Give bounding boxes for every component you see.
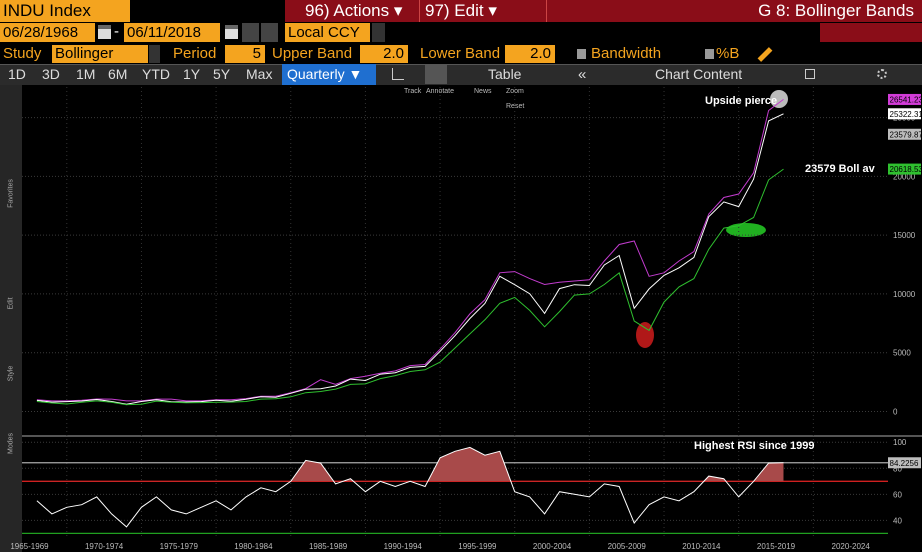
chart-icon[interactable] <box>392 68 404 80</box>
sidebar <box>0 85 22 552</box>
x-tick-label: 1980-1984 <box>234 542 273 551</box>
y-tick-label: 40 <box>893 516 902 525</box>
calendar-icon[interactable] <box>225 25 238 39</box>
annotation: 23579 Boll av <box>805 163 876 175</box>
next-button[interactable] <box>261 23 278 42</box>
end-value-label: 84.2256 <box>890 459 919 468</box>
annotation: Upside pierce <box>705 95 777 107</box>
collapse-icon[interactable]: « <box>578 66 587 83</box>
sidebar-label: Edit <box>7 297 15 310</box>
period-tab[interactable]: Max <box>246 66 273 82</box>
end-value-box <box>888 128 921 140</box>
sidebar-label: Style <box>7 365 15 382</box>
period-tab[interactable]: 3D <box>42 66 60 82</box>
currency-dropdown[interactable] <box>372 23 385 42</box>
x-tick-label: 1965-1969 <box>10 542 49 551</box>
x-tick-label: 1990-1994 <box>384 542 423 551</box>
x-tick-label: 1995-1999 <box>458 542 497 551</box>
x-tick-label: 1970-1974 <box>85 542 124 551</box>
period-tab[interactable]: 5Y <box>213 66 231 82</box>
x-tick-label: 2015-2019 <box>757 542 796 551</box>
end-value-label: 25322.31 <box>890 110 922 119</box>
sidebar-label: Modes <box>7 433 15 455</box>
upper-band-label: Upper Band <box>272 45 353 62</box>
x-tick-label: 2000-2004 <box>533 542 572 551</box>
upper-band-value[interactable]: 2.0 <box>360 45 408 63</box>
chart-content[interactable]: Chart Content <box>655 66 743 82</box>
x-tick-label: 2020-2024 <box>832 542 871 551</box>
sidebar-label: Favorites <box>7 179 15 208</box>
x-tick-label: 2010-2014 <box>682 542 721 551</box>
x-tick-label: 1985-1989 <box>309 542 348 551</box>
series-line <box>36 168 784 406</box>
prev-button[interactable] <box>242 23 259 42</box>
edit-icon[interactable] <box>805 69 815 79</box>
x-tick-label: 1975-1979 <box>160 542 199 551</box>
y-tick-label: 5000 <box>893 349 911 358</box>
end-date[interactable]: 06/11/2018 <box>124 23 220 42</box>
tool-button[interactable]: Track <box>404 88 422 95</box>
period-tab[interactable]: 1D <box>8 66 26 82</box>
frequency-select[interactable]: Quarterly <box>282 64 376 85</box>
highlight-ellipse <box>636 322 654 348</box>
y-tick-label: 80 <box>893 464 902 473</box>
series-line <box>36 113 784 405</box>
annotation: Highest RSI since 1999 <box>694 440 814 452</box>
y-tick-label: 20000 <box>893 172 916 181</box>
period-tab[interactable]: 6M <box>108 66 128 82</box>
end-value-label: 23579.87 <box>890 130 922 139</box>
edit-menu[interactable]: 97) Edit <box>425 0 547 22</box>
page-title: G 8: Bollinger Bands <box>758 1 914 20</box>
y-tick-label: 15000 <box>893 231 916 240</box>
end-value-box <box>888 457 921 469</box>
tool-button[interactable]: Zoom <box>506 88 524 95</box>
pctb-label: %B <box>716 45 740 62</box>
currency[interactable]: Local CCY <box>285 23 370 42</box>
series-line <box>36 446 784 528</box>
end-value-box <box>888 93 921 105</box>
highlight-circle <box>770 90 788 108</box>
y-tick-label: 60 <box>893 490 902 499</box>
study-dropdown[interactable] <box>149 45 160 63</box>
y-tick-label: 0 <box>893 407 898 416</box>
end-value-label: 20618.53 <box>890 165 922 174</box>
ticker[interactable]: INDU Index <box>0 0 130 22</box>
lower-band-label: Lower Band <box>420 45 501 62</box>
rsi-area <box>36 447 784 482</box>
bandwidth-label: Bandwidth <box>591 45 662 62</box>
tool-button[interactable]: Reset <box>506 103 525 110</box>
toolbar <box>0 64 922 85</box>
calendar-icon[interactable] <box>98 25 111 39</box>
table-tab[interactable]: Table <box>488 66 522 82</box>
actions-menu[interactable]: 96) Actions <box>305 0 420 22</box>
end-value-box <box>888 163 921 175</box>
period-tab[interactable]: YTD <box>142 66 170 82</box>
tool-button[interactable]: News <box>474 88 492 95</box>
series-line <box>36 98 784 402</box>
period-tab[interactable]: 1M <box>76 66 96 82</box>
tool-button[interactable]: Annotate <box>426 88 455 95</box>
bar-icon[interactable] <box>425 65 447 84</box>
period-label: Period <box>173 45 217 62</box>
checkbox[interactable] <box>705 49 714 59</box>
settings-icon[interactable] <box>877 69 887 79</box>
date-separator: - <box>114 23 119 40</box>
y-tick-label: 100 <box>893 438 907 447</box>
y-tick-label: 10000 <box>893 290 916 299</box>
start-date[interactable]: 06/28/1968 <box>0 23 95 42</box>
x-tick-label: 2005-2009 <box>608 542 647 551</box>
checkbox[interactable] <box>577 49 586 59</box>
period-tab[interactable]: 1Y <box>183 66 201 82</box>
period-value[interactable]: 5 <box>225 45 265 63</box>
end-value-box <box>888 108 921 120</box>
lower-band-value[interactable]: 2.0 <box>505 45 555 63</box>
end-value-label: 26541.23 <box>890 95 922 104</box>
nav-arrows[interactable] <box>820 23 922 42</box>
study-name[interactable]: Bollinger <box>52 45 148 63</box>
study-label: Study <box>3 45 42 62</box>
